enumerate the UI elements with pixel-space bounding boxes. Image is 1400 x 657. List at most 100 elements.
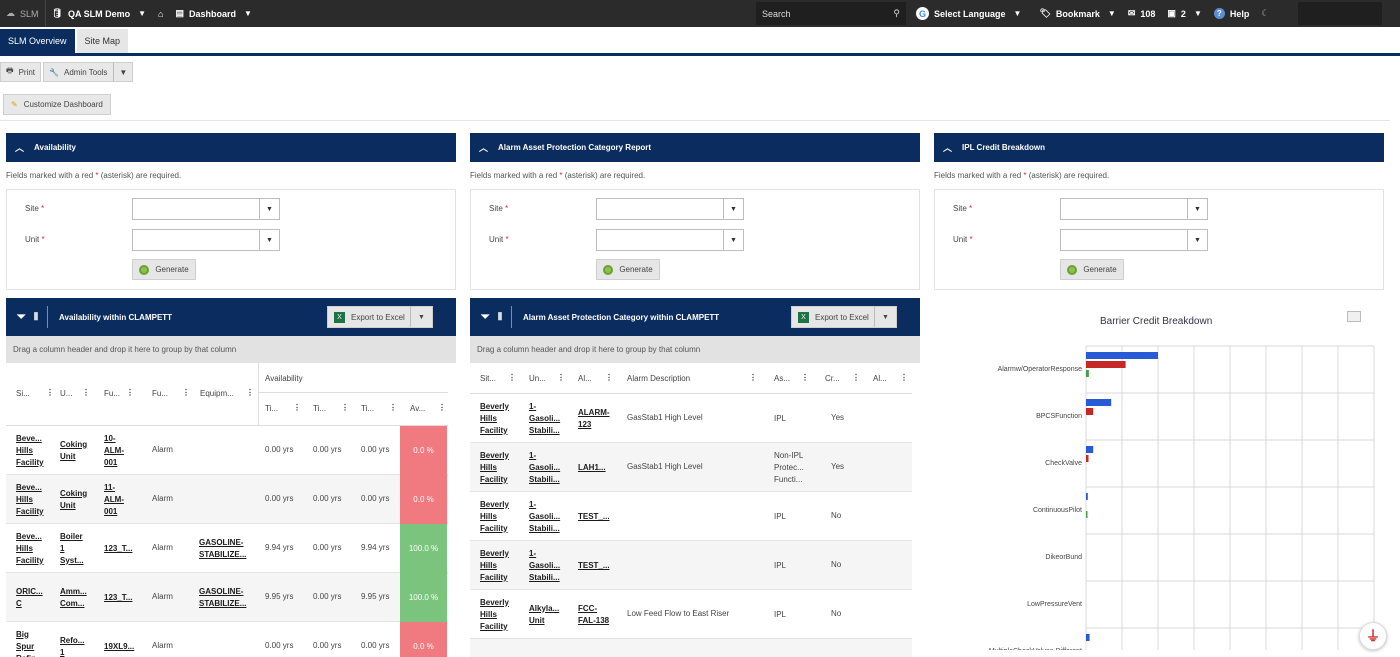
unit-cell[interactable]: Amm... Com... — [60, 586, 87, 608]
chevron-up-icon[interactable]: ︿ — [15, 143, 25, 153]
caret-down-icon[interactable]: ▼ — [259, 230, 279, 250]
column-header[interactable]: Ti... ⋮ — [361, 403, 397, 413]
availability-panel-header[interactable]: ︿ Availability — [6, 133, 456, 162]
site-cell[interactable]: Beverly Hills Facility — [480, 499, 509, 533]
unit-cell[interactable]: Boiler 1 Syst... — [60, 531, 84, 565]
column-header[interactable]: U... ⋮ — [60, 388, 90, 398]
alarm-cell[interactable]: TEST_... — [578, 511, 610, 521]
tab-slm-overview[interactable]: SLM Overview — [0, 29, 75, 53]
site-select[interactable]: ▼ — [596, 198, 744, 220]
caret-down-icon[interactable]: ▼ — [723, 230, 743, 250]
unit-select[interactable]: ▼ — [596, 229, 744, 251]
kebab-icon[interactable]: ⋮ — [293, 403, 301, 412]
unit-select[interactable]: ▼ — [132, 229, 280, 251]
kebab-icon[interactable]: ⋮ — [605, 373, 613, 382]
group-drop-zone[interactable]: Drag a column header and drop it here to… — [6, 336, 456, 363]
fu1-cell[interactable]: 11- ALM- 001 — [104, 482, 124, 516]
site-cell[interactable]: Beve... Hills Facility — [16, 531, 44, 565]
columns-icon[interactable]: ⫴ — [497, 311, 503, 323]
kebab-icon[interactable]: ⋮ — [508, 373, 516, 382]
table-row[interactable] — [470, 639, 912, 657]
caret-down-icon[interactable]: ▼ — [410, 307, 432, 327]
equip-cell[interactable]: GASOLINE- STABILIZE... — [199, 586, 247, 608]
kebab-icon[interactable]: ⋮ — [82, 388, 90, 397]
filter-icon[interactable]: ⏷ — [17, 310, 26, 323]
column-header[interactable]: Ti... ⋮ — [265, 403, 301, 413]
kebab-icon[interactable]: ⋮ — [246, 388, 254, 397]
filter-icon[interactable]: ⏷ — [481, 310, 490, 323]
kebab-icon[interactable]: ⋮ — [126, 388, 134, 397]
database-dropdown[interactable]: 🛢 QA SLM Demo ▼ — [46, 0, 153, 27]
theme-toggle[interactable]: ☾ — [1255, 0, 1275, 27]
kebab-icon[interactable]: ⋮ — [801, 373, 809, 382]
kebab-icon[interactable]: ⋮ — [900, 373, 908, 382]
site-select[interactable]: ▼ — [1060, 198, 1208, 220]
column-header[interactable]: Al... ⋮ — [578, 373, 613, 383]
alarm-cell[interactable]: ALARM- 123 — [578, 407, 610, 429]
tasks-menu[interactable]: ▣ 2 ▼ — [1161, 0, 1207, 27]
table-row[interactable] — [470, 443, 912, 492]
site-cell[interactable]: Beverly Hills Facility — [480, 597, 509, 631]
column-header[interactable]: Alarm Description ⋮ — [627, 373, 757, 383]
table-row[interactable] — [6, 426, 448, 475]
unit-select[interactable]: ▼ — [1060, 229, 1208, 251]
fu1-cell[interactable]: 123_T... — [104, 543, 133, 553]
column-header[interactable]: As... ⋮ — [774, 373, 809, 383]
columns-icon[interactable]: ⫴ — [33, 311, 39, 323]
column-header[interactable]: Fu... ⋮ — [152, 388, 190, 398]
caret-down-icon[interactable]: ▼ — [1187, 230, 1207, 250]
table-row[interactable] — [6, 524, 448, 573]
kebab-icon[interactable]: ⋮ — [341, 403, 349, 412]
kebab-icon[interactable]: ⋮ — [557, 373, 565, 382]
table-row[interactable] — [6, 573, 448, 622]
search-input[interactable]: Search ⚲ — [756, 2, 906, 25]
bookmark-menu[interactable]: 🏷 Bookmark ▼ — [1033, 0, 1121, 27]
chevron-up-icon[interactable]: ︿ — [479, 143, 489, 153]
kebab-icon[interactable]: ⋮ — [749, 373, 757, 382]
column-header[interactable]: Equipm... ⋮ — [200, 388, 254, 398]
table-row[interactable] — [470, 541, 912, 590]
caret-down-icon[interactable]: ▼ — [1187, 199, 1207, 219]
site-cell[interactable]: Beve... Hills Facility — [16, 482, 44, 516]
alarm-cell[interactable]: FCC- FAL-138 — [578, 603, 610, 625]
generate-button[interactable]: Generate — [132, 259, 196, 280]
fu1-cell[interactable]: 10- ALM- 001 — [104, 433, 124, 467]
column-header[interactable]: Un... ⋮ — [529, 373, 565, 383]
pdf-icon[interactable]: ⏚ — [1359, 622, 1387, 650]
kebab-icon[interactable]: ⋮ — [389, 403, 397, 412]
print-button[interactable]: 🖶 Print — [0, 62, 42, 82]
kebab-icon[interactable]: ⋮ — [182, 388, 190, 397]
kebab-icon[interactable]: ⋮ — [46, 388, 54, 397]
alarm-cell[interactable]: TEST_... — [578, 560, 610, 570]
caret-down-icon[interactable]: ▼ — [259, 199, 279, 219]
table-row[interactable] — [470, 590, 912, 639]
tab-site-map[interactable]: Site Map — [76, 29, 129, 53]
equip-cell[interactable]: GASOLINE- STABILIZE... — [199, 537, 247, 559]
group-drop-zone[interactable]: Drag a column header and drop it here to… — [470, 336, 920, 363]
unit-cell[interactable]: 1- Gasoli... Stabili... — [529, 548, 561, 582]
export-excel-button[interactable]: X Export to Excel ▼ — [327, 306, 433, 328]
unit-cell[interactable]: 1- Gasoli... Stabili... — [529, 499, 561, 533]
fu1-cell[interactable]: 19XL9... — [104, 641, 135, 651]
site-select[interactable]: ▼ — [132, 198, 280, 220]
site-cell[interactable]: Beverly Hills Facility — [480, 401, 509, 435]
language-selector[interactable]: G Select Language ▼ — [910, 0, 1027, 27]
caret-down-icon[interactable]: ▼ — [113, 63, 127, 81]
column-header[interactable]: Fu... ⋮ — [104, 388, 134, 398]
site-cell[interactable]: Beverly Hills Facility — [480, 548, 509, 582]
fu1-cell[interactable]: 123_T... — [104, 592, 133, 602]
alarm-report-panel-header[interactable]: ︿ Alarm Asset Protection Category Report — [470, 133, 920, 162]
image-icon[interactable] — [1347, 311, 1361, 322]
user-area[interactable] — [1298, 2, 1382, 25]
column-header[interactable]: Sit... ⋮ — [480, 373, 516, 383]
admin-tools-button[interactable]: 🔧 Admin Tools ▼ — [43, 62, 134, 82]
unit-cell[interactable]: Alkyla... Unit — [529, 603, 560, 625]
app-menu[interactable]: ☁ SLM — [0, 0, 45, 27]
export-excel-button[interactable]: X Export to Excel ▼ — [791, 306, 897, 328]
caret-down-icon[interactable]: ▼ — [723, 199, 743, 219]
unit-cell[interactable]: 1- Gasoli... Stabili... — [529, 401, 561, 435]
table-row[interactable] — [470, 394, 912, 443]
caret-down-icon[interactable]: ▼ — [874, 307, 896, 327]
kebab-icon[interactable]: ⋮ — [438, 403, 446, 412]
table-row[interactable] — [6, 475, 448, 524]
